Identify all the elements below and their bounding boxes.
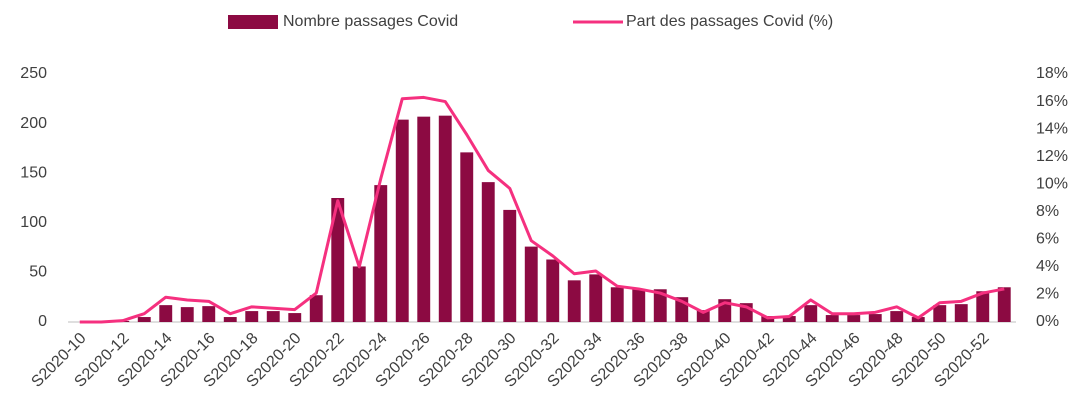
y2-tick-label: 0% [1036, 313, 1059, 330]
bar [653, 289, 667, 322]
y-tick-label: 150 [20, 164, 47, 181]
bar [954, 304, 968, 322]
legend-swatch [228, 15, 278, 29]
y2-tick-label: 12% [1036, 148, 1068, 165]
bar [395, 119, 409, 322]
y2-tick-label: 14% [1036, 120, 1068, 137]
legend-label: Nombre passages Covid [283, 13, 458, 30]
bar [481, 182, 495, 322]
y2-tick-label: 16% [1036, 93, 1068, 110]
y-tick-label: 50 [29, 264, 47, 281]
bar [352, 266, 366, 322]
bar [417, 116, 431, 322]
bar [180, 307, 194, 322]
y2-tick-label: 4% [1036, 258, 1059, 275]
bar [890, 311, 904, 322]
bar [524, 246, 538, 322]
bar [546, 259, 560, 322]
line [79, 95, 1005, 324]
bar [567, 280, 581, 322]
bar [460, 152, 474, 322]
bar [288, 313, 302, 322]
y-tick-label: 0 [38, 313, 47, 330]
bar [632, 289, 646, 322]
bar [804, 305, 818, 322]
bar [137, 317, 151, 322]
legend-label: Part des passages Covid (%) [626, 13, 833, 30]
y2-tick-label: 8% [1036, 203, 1059, 220]
bar [309, 295, 323, 322]
bar [374, 185, 388, 322]
bar [997, 287, 1011, 322]
bar [610, 287, 624, 322]
y2-tick-label: 10% [1036, 175, 1068, 192]
bar [933, 305, 947, 322]
bar [976, 291, 990, 322]
bar [782, 316, 796, 322]
bar [503, 209, 517, 322]
y-tick-label: 100 [20, 214, 47, 231]
bar [438, 115, 452, 322]
bar [911, 317, 925, 322]
bar [331, 198, 345, 322]
bar [696, 310, 710, 322]
y2-tick-label: 2% [1036, 286, 1059, 303]
y-tick-label: 200 [20, 115, 47, 132]
bar [245, 311, 259, 322]
bar [868, 314, 882, 322]
bar [202, 306, 216, 322]
bar [825, 315, 839, 322]
bar [847, 315, 861, 322]
y2-tick-label: 18% [1036, 65, 1068, 82]
bar [589, 274, 603, 322]
y-tick-label: 250 [20, 65, 47, 82]
y2-tick-label: 6% [1036, 231, 1059, 248]
bar [223, 317, 237, 322]
bar [266, 311, 280, 322]
bar [159, 305, 173, 322]
